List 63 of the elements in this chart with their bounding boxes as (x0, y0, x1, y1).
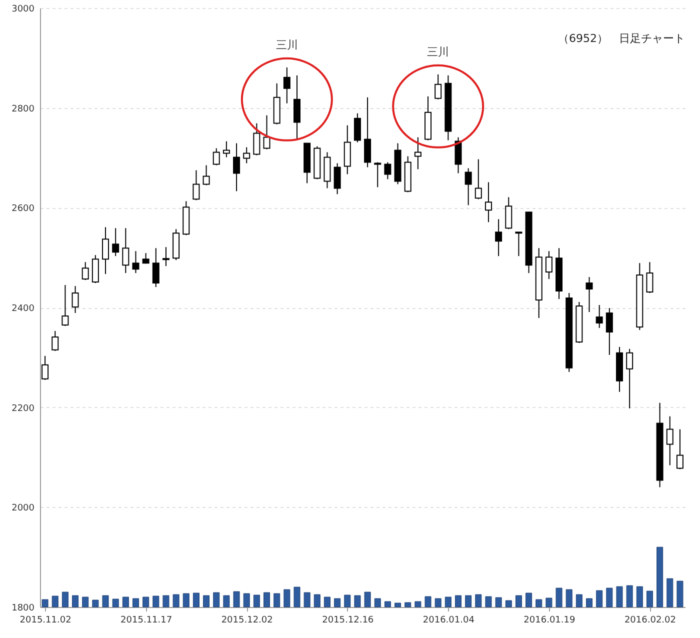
candlestick (484, 182, 492, 223)
y-tick-label: 2000 (12, 504, 35, 514)
candlestick (384, 162, 392, 180)
text: （6952） 日足チャート (558, 32, 685, 45)
candlestick (545, 250, 552, 280)
y-tick-label: 2400 (12, 304, 35, 314)
candlestick (414, 136, 422, 170)
candlestick (474, 158, 482, 200)
candlestick (626, 348, 634, 409)
candlestick (192, 170, 200, 201)
candlestick (243, 146, 250, 164)
candlestick (293, 74, 300, 140)
candlestick (505, 196, 512, 230)
y-tick-label: 2200 (12, 404, 35, 414)
candlestick (122, 228, 130, 274)
candlestick (434, 74, 442, 100)
candlestick (263, 114, 270, 150)
candlestick (92, 254, 99, 284)
candlestick (586, 276, 593, 312)
y-tick-label: 2800 (12, 104, 35, 114)
x-tick-label: 2016.01.19 (524, 616, 576, 626)
candlestick (212, 148, 220, 166)
candlestick (152, 248, 160, 288)
x-tick-label: 2015.12.02 (221, 616, 273, 626)
candlestick (324, 152, 331, 189)
candlestick (132, 250, 140, 274)
candlestick (102, 226, 110, 275)
annotation: 三川 (276, 38, 298, 52)
candlestick (354, 112, 361, 143)
x-tick-label: 2016.02.02 (624, 616, 676, 626)
candlestick (364, 96, 372, 168)
x-tick-label: 2015.12.16 (322, 616, 374, 626)
candlestick (82, 262, 89, 281)
candlestick (596, 304, 603, 328)
candlestick (464, 168, 472, 206)
candlestick (606, 308, 613, 356)
candlestick (374, 162, 382, 188)
candlestick (62, 284, 69, 326)
candlestick (646, 262, 654, 294)
candlestick (222, 140, 230, 158)
candlestick (52, 330, 59, 352)
candlestick (72, 286, 79, 314)
candlestick (344, 124, 351, 175)
x-tick-label: 2016.01.04 (422, 616, 475, 626)
candlestick (666, 416, 674, 466)
candlestick (334, 162, 341, 195)
candlestick (233, 142, 240, 192)
candlestick (253, 122, 260, 156)
candlestick (676, 428, 684, 470)
y-tick-label: 3000 (12, 4, 35, 14)
annotation: 三川 (427, 45, 450, 58)
candlestick (515, 232, 522, 257)
candlestick (202, 164, 210, 186)
candlestick (42, 355, 49, 380)
y-tick-label: 2600 (12, 204, 35, 214)
candlestick (454, 136, 462, 174)
candlestick (495, 218, 502, 257)
x-tick-label: 2015.11.02 (20, 616, 72, 626)
candlestick (283, 66, 290, 104)
candlestick (112, 228, 120, 257)
x-tick-label: 2015.11.17 (120, 616, 172, 626)
y-tick-label: 1800 (12, 604, 35, 614)
candlestick (162, 246, 170, 267)
